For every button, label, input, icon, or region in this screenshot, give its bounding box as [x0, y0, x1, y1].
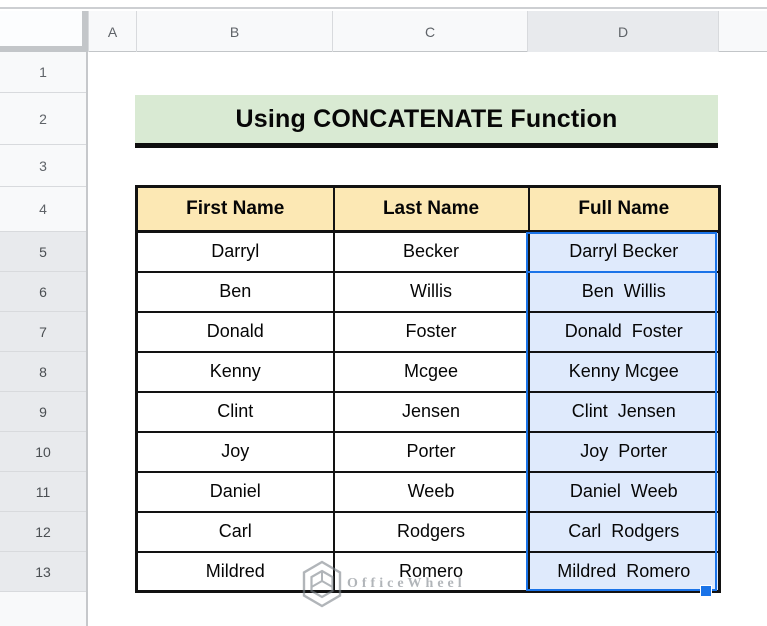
column-header-E[interactable]	[718, 11, 767, 52]
row-header-2[interactable]: 2	[0, 93, 86, 145]
column-header-A[interactable]: A	[88, 11, 136, 52]
cell-B8[interactable]: Kenny	[135, 350, 335, 393]
cropped-toolbar-edge	[0, 0, 767, 9]
cell-B10[interactable]: Joy	[135, 430, 335, 473]
cell-D6[interactable]: Ben Willis	[527, 270, 721, 313]
cell-D7[interactable]: Donald Foster	[527, 310, 721, 353]
table-row: Joy Porter Joy Porter	[135, 430, 721, 473]
row-header-1[interactable]: 1	[0, 52, 86, 93]
cell-B11[interactable]: Daniel	[135, 470, 335, 513]
row-header-6[interactable]: 6	[0, 272, 86, 312]
table-header-row: First Name Last Name Full Name	[135, 185, 721, 233]
cell-B12[interactable]: Carl	[135, 510, 335, 553]
table-row: Carl Rodgers Carl Rodgers	[135, 510, 721, 553]
cell-D10[interactable]: Joy Porter	[527, 430, 721, 473]
cell-B13[interactable]: Mildred	[135, 550, 335, 593]
cell-C8[interactable]: Mcgee	[332, 350, 530, 393]
names-table: First Name Last Name Full Name Darryl Be…	[135, 185, 721, 593]
table-row: Mildred Romero Mildred Romero	[135, 550, 721, 593]
cell-B9[interactable]: Clint	[135, 390, 335, 433]
row-header-9[interactable]: 9	[0, 392, 86, 432]
row-header-8[interactable]: 8	[0, 352, 86, 392]
cell-D11[interactable]: Daniel Weeb	[527, 470, 721, 513]
cell-B7[interactable]: Donald	[135, 310, 335, 353]
cell-C11[interactable]: Weeb	[332, 470, 530, 513]
row-header-10[interactable]: 10	[0, 432, 86, 472]
cell-C7[interactable]: Foster	[332, 310, 530, 353]
cell-B6[interactable]: Ben	[135, 270, 335, 313]
column-header-B[interactable]: B	[136, 11, 332, 52]
table-row: Ben Willis Ben Willis	[135, 270, 721, 313]
cell-C6[interactable]: Willis	[332, 270, 530, 313]
row-header-7[interactable]: 7	[0, 312, 86, 352]
cell-B5[interactable]: Darryl	[135, 230, 335, 273]
row-header-column: 1 2 3 4 5 6 7 8 9 10 11 12 13	[0, 52, 88, 626]
cell-C13[interactable]: Romero	[332, 550, 530, 593]
header-cell-full-name[interactable]: Full Name	[527, 185, 721, 233]
column-header-D-selected[interactable]: D	[527, 11, 718, 52]
sheet-title-cell[interactable]: Using CONCATENATE Function	[135, 95, 718, 148]
cell-D9[interactable]: Clint Jensen	[527, 390, 721, 433]
table-row: Darryl Becker Darryl Becker	[135, 230, 721, 273]
column-header-row: A B C D	[0, 11, 767, 52]
cell-D8[interactable]: Kenny Mcgee	[527, 350, 721, 393]
row-header-3[interactable]: 3	[0, 145, 86, 187]
row-header-13[interactable]: 13	[0, 552, 86, 592]
header-cell-last-name[interactable]: Last Name	[332, 185, 530, 233]
row-header-4[interactable]: 4	[0, 187, 86, 232]
table-row: Donald Foster Donald Foster	[135, 310, 721, 353]
table-row: Kenny Mcgee Kenny Mcgee	[135, 350, 721, 393]
row-header-5[interactable]: 5	[0, 232, 86, 272]
header-cell-first-name[interactable]: First Name	[135, 185, 335, 233]
cell-C10[interactable]: Porter	[332, 430, 530, 473]
select-all-corner[interactable]	[0, 11, 88, 52]
column-header-C[interactable]: C	[332, 11, 527, 52]
row-header-11[interactable]: 11	[0, 472, 86, 512]
table-row: Daniel Weeb Daniel Weeb	[135, 470, 721, 513]
fill-handle[interactable]	[700, 585, 712, 597]
cell-D13[interactable]: Mildred Romero	[527, 550, 721, 593]
cell-C5[interactable]: Becker	[332, 230, 530, 273]
cell-D5-active[interactable]: Darryl Becker	[527, 230, 721, 273]
table-row: Clint Jensen Clint Jensen	[135, 390, 721, 433]
cell-D12[interactable]: Carl Rodgers	[527, 510, 721, 553]
row-header-12[interactable]: 12	[0, 512, 86, 552]
cell-C9[interactable]: Jensen	[332, 390, 530, 433]
cell-C12[interactable]: Rodgers	[332, 510, 530, 553]
